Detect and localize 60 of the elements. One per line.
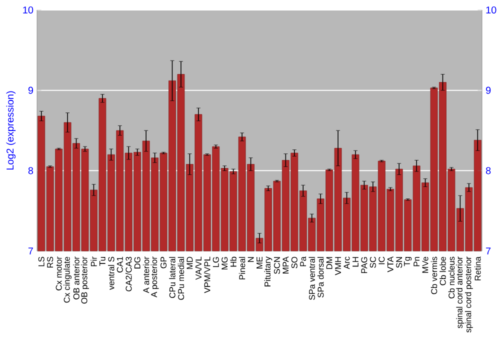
- x-tick-label: SCN: [274, 257, 280, 274]
- x-tick-label: OB anterior: [73, 256, 80, 300]
- x-tick-label: SPa dorsal: [317, 257, 324, 298]
- x-tick-label: A anterior: [142, 256, 150, 294]
- x-tick-label: Pituitary: [264, 256, 272, 286]
- x-tick-label: MD: [186, 256, 193, 269]
- x-tick-label: ventral S: [108, 256, 114, 290]
- x-tick-label: MG: [222, 257, 228, 270]
- x-tick-label: Pir: [90, 256, 97, 266]
- x-tick-label: PAG: [361, 257, 368, 274]
- x-tick-label: OB posterior: [81, 256, 89, 304]
- x-tick-label: spinal cord anterior: [456, 256, 464, 328]
- x-tick-label: IC: [378, 256, 385, 264]
- x-tick-label: MVe: [422, 256, 428, 273]
- x-tick-label: spinal cord posterior: [464, 256, 473, 332]
- x-tick-label: VTA: [387, 256, 394, 272]
- x-tick-label: DM: [326, 257, 332, 269]
- y-tick-label: 10: [23, 6, 34, 14]
- y2-tick-label: 7: [486, 248, 491, 254]
- x-tick-label: LG: [212, 257, 219, 268]
- x-tick-label: LH: [352, 257, 358, 267]
- x-tick-label: Pn: [414, 257, 420, 266]
- y2-tick-label: 10: [486, 6, 496, 14]
- x-tick-label: RS: [47, 256, 54, 268]
- y2-tick-label: 8: [486, 167, 491, 174]
- y-axis-title: Log2 (expression): [6, 91, 16, 170]
- x-tick-label: LS: [38, 256, 44, 266]
- x-tick-label: CPu lateral: [169, 257, 176, 298]
- x-tick-label: SPa ventral: [308, 257, 315, 300]
- x-tick-label: SN: [396, 257, 402, 268]
- x-tick-label: CPu medial: [178, 257, 184, 300]
- x-tick-label: N: [248, 257, 254, 262]
- x-tick-label: Cb vermis: [430, 256, 438, 294]
- x-tick-label: Cb nucleus: [448, 256, 455, 298]
- y-tick-label: 9: [28, 86, 34, 94]
- x-tick-label: SC: [370, 256, 376, 268]
- x-tick-label: CA2/CA3: [126, 256, 132, 292]
- x-tick-label: Cx cingulate: [64, 256, 72, 303]
- x-tick-label: Hb: [230, 256, 236, 267]
- y-tick-label: 7: [28, 248, 33, 254]
- x-tick-label: VPM/VPL: [204, 256, 210, 294]
- x-tick-label: Arc: [344, 256, 350, 270]
- x-tick-label: Pineal: [238, 257, 246, 280]
- x-tick-label: Retina: [474, 256, 481, 280]
- x-tick-label: A posterior: [150, 256, 159, 298]
- x-tick-label: Cx motor: [56, 256, 62, 290]
- x-tick-label: Tg: [404, 256, 412, 266]
- x-tick-label: Tu: [99, 257, 106, 266]
- y2-tick-label: 9: [486, 86, 491, 94]
- x-tick-label: VMH: [335, 257, 341, 276]
- x-tick-label: GP: [160, 256, 167, 268]
- y-tick-label: 8: [28, 167, 34, 174]
- x-tick-label: SO: [291, 256, 298, 268]
- x-tick-label: VA/VL: [195, 256, 202, 280]
- x-tick-label: CA1: [116, 256, 123, 272]
- x-tick-label: DG: [134, 257, 140, 268]
- x-tick-label: MPA: [282, 256, 289, 274]
- x-tick-label: ME: [256, 256, 262, 268]
- x-tick-label: Pa: [300, 256, 306, 266]
- x-tick-label: Cb lobe: [440, 256, 446, 286]
